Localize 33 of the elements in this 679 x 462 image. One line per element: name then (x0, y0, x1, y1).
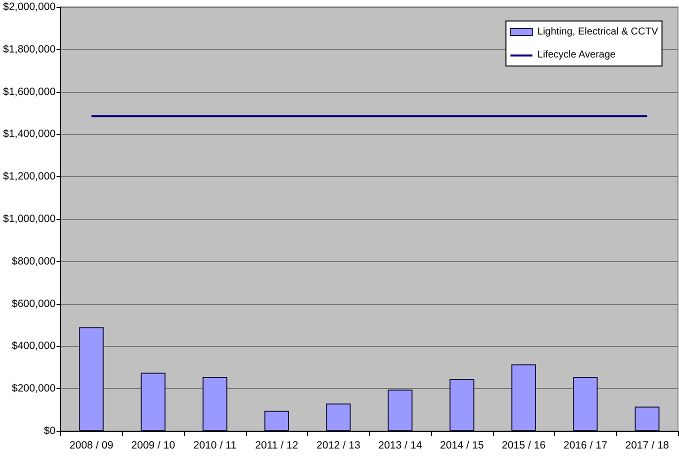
x-tick-label: 2008 / 09 (70, 440, 114, 452)
x-tick-label: 2010 / 11 (193, 440, 237, 452)
x-tick-label: 2013 / 14 (378, 440, 422, 452)
y-tick-label: $400,000 (12, 340, 56, 352)
bar (511, 364, 536, 431)
x-tick-label: 2012 / 13 (316, 440, 360, 452)
y-tick-label: $2,000,000 (2, 1, 56, 13)
y-tick-label: $1,200,000 (2, 170, 56, 183)
x-tick-label: 2017 / 18 (625, 440, 670, 452)
bar (140, 372, 166, 431)
bar (326, 403, 351, 431)
y-tick-label: $600,000 (12, 298, 56, 310)
legend-label: Lifecycle Average (537, 50, 616, 60)
x-tick-label: 2015 / 16 (502, 440, 546, 452)
bar (573, 376, 598, 431)
x-tick-label: 2009 / 10 (131, 440, 176, 452)
bar (634, 406, 660, 431)
y-tick-label: $1,800,000 (2, 43, 56, 56)
y-tick-label: $800,000 (12, 255, 56, 268)
y-tick-label: $200,000 (12, 382, 56, 395)
legend-label: Lighting, Electrical & CCTV (537, 26, 658, 38)
y-tick-label: $0 (44, 425, 56, 437)
x-tick-label: 2011 / 12 (255, 440, 298, 452)
x-tick-label: 2014 / 15 (440, 440, 484, 452)
y-tick-label: $1,000,000 (2, 213, 56, 225)
x-tick-label: 2016 / 17 (563, 440, 608, 452)
bar (79, 327, 104, 431)
bar (264, 410, 290, 431)
y-tick-label: $1,600,000 (2, 86, 56, 98)
bar (202, 376, 228, 431)
bar (450, 379, 474, 431)
bar (388, 390, 412, 431)
y-tick-label: $1,400,000 (2, 128, 56, 140)
